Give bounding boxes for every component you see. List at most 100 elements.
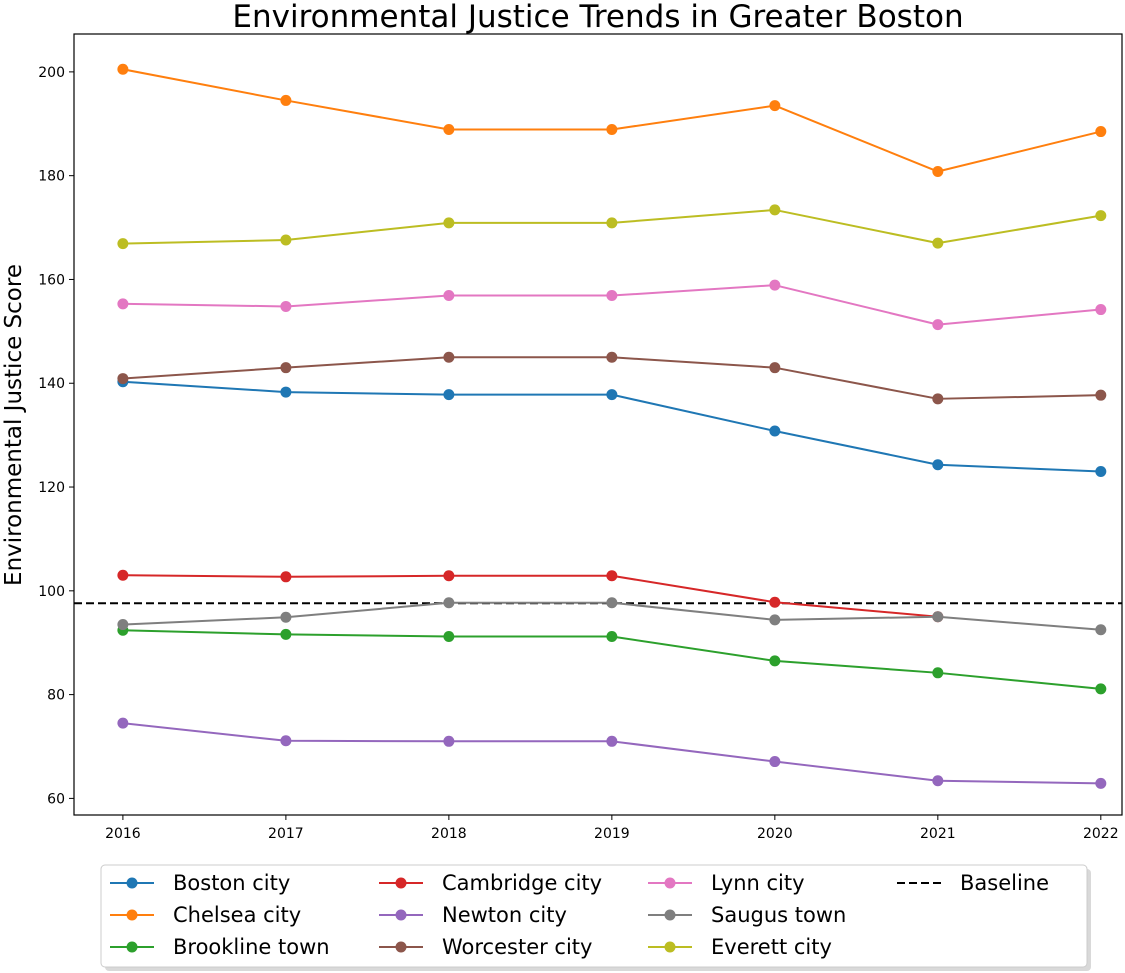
- data-point: [769, 425, 781, 437]
- data-point: [932, 775, 944, 787]
- legend-label: Everett city: [711, 935, 832, 959]
- data-point: [1095, 126, 1107, 138]
- data-point: [117, 569, 129, 581]
- data-point: [606, 597, 618, 609]
- y-axis-label: Environmental Justice Score: [1, 264, 27, 586]
- x-tick-label: 2021: [920, 826, 956, 842]
- legend-label: Chelsea city: [173, 903, 301, 927]
- legend-item-lynn-city: Lynn city: [648, 871, 805, 895]
- data-point: [606, 290, 618, 302]
- data-point: [280, 571, 292, 583]
- y-axis-ticks: 60 80 100 120 140 160 180 200: [38, 65, 74, 807]
- y-tick-label: 120: [38, 480, 65, 496]
- legend-swatch-marker: [664, 941, 676, 953]
- series-line-chelsea-city: [122, 68, 1102, 173]
- data-point: [443, 570, 455, 582]
- y-tick-label: 160: [38, 272, 65, 288]
- series-cambridge-city: [117, 569, 944, 623]
- data-point: [606, 123, 618, 135]
- data-point: [117, 717, 129, 729]
- legend-swatch-marker: [126, 909, 138, 921]
- legend-label: Cambridge city: [442, 871, 602, 895]
- data-point: [932, 237, 944, 249]
- data-point: [1095, 683, 1107, 695]
- series-boston-city: [117, 376, 1107, 477]
- legend-label: Boston city: [173, 871, 290, 895]
- y-tick-label: 80: [47, 688, 65, 704]
- data-point: [443, 630, 455, 642]
- data-point: [280, 735, 292, 747]
- x-tick-label: 2016: [105, 826, 141, 842]
- legend-label: Brookline town: [173, 935, 330, 959]
- legend-swatch-marker: [395, 941, 407, 953]
- data-point: [932, 459, 944, 471]
- data-point: [280, 234, 292, 246]
- legend-item-cambridge-city: Cambridge city: [379, 871, 602, 895]
- data-point: [769, 756, 781, 768]
- legend-swatch-marker: [395, 909, 407, 921]
- y-tick-label: 140: [38, 376, 65, 392]
- legend-item-chelsea-city: Chelsea city: [110, 903, 301, 927]
- legend-swatch-marker: [126, 877, 138, 889]
- data-point: [769, 204, 781, 216]
- data-point: [117, 63, 129, 75]
- data-point: [606, 630, 618, 642]
- data-point: [117, 238, 129, 250]
- data-point: [280, 300, 292, 312]
- y-tick-label: 200: [38, 65, 65, 81]
- data-point: [443, 735, 455, 747]
- data-point: [1095, 777, 1107, 789]
- data-point: [443, 389, 455, 401]
- data-point: [606, 570, 618, 582]
- legend-label: Baseline: [960, 871, 1049, 895]
- series-everett-city: [117, 204, 1107, 250]
- data-point: [606, 389, 618, 401]
- data-point: [1095, 304, 1107, 316]
- legend-label: Worcester city: [442, 935, 592, 959]
- legend-swatch-marker: [126, 941, 138, 953]
- data-point: [443, 123, 455, 135]
- data-point: [280, 386, 292, 398]
- data-point: [769, 596, 781, 608]
- data-point: [606, 351, 618, 363]
- data-point: [932, 667, 944, 679]
- plot-frame: [73, 33, 1123, 816]
- legend-swatch-marker: [664, 877, 676, 889]
- data-point: [769, 279, 781, 291]
- series-saugus-town: [117, 597, 1107, 636]
- legend-item-everett-city: Everett city: [648, 935, 832, 959]
- data-point: [443, 597, 455, 609]
- y-tick-label: 100: [38, 584, 65, 600]
- data-point: [280, 611, 292, 623]
- data-point: [117, 619, 129, 631]
- legend-label: Saugus town: [711, 903, 846, 927]
- x-tick-label: 2020: [757, 826, 793, 842]
- data-point: [117, 373, 129, 385]
- series-lynn-city: [117, 279, 1107, 331]
- legend-item-brookline-town: Brookline town: [110, 935, 330, 959]
- legend-swatch-marker: [395, 877, 407, 889]
- data-point: [769, 100, 781, 112]
- data-point: [280, 362, 292, 374]
- legend-item-newton-city: Newton city: [379, 903, 567, 927]
- data-point: [443, 351, 455, 363]
- series-layer: [117, 63, 1107, 789]
- data-point: [932, 393, 944, 405]
- series-line-newton-city: [122, 722, 1101, 785]
- data-point: [932, 319, 944, 331]
- data-point: [606, 735, 618, 747]
- x-tick-label: 2017: [268, 826, 304, 842]
- series-newton-city: [117, 717, 1107, 789]
- data-point: [280, 628, 292, 640]
- data-point: [932, 166, 944, 178]
- x-tick-label: 2022: [1083, 826, 1119, 842]
- data-point: [769, 362, 781, 374]
- series-line-cambridge-city: [122, 574, 938, 618]
- legend-item-worcester-city: Worcester city: [379, 935, 592, 959]
- x-axis-ticks: 2016 2017 2018 2019 2020 2021 2022: [105, 815, 1119, 842]
- legend-swatch-marker: [664, 909, 676, 921]
- data-point: [606, 217, 618, 229]
- series-chelsea-city: [117, 63, 1107, 178]
- data-point: [443, 290, 455, 302]
